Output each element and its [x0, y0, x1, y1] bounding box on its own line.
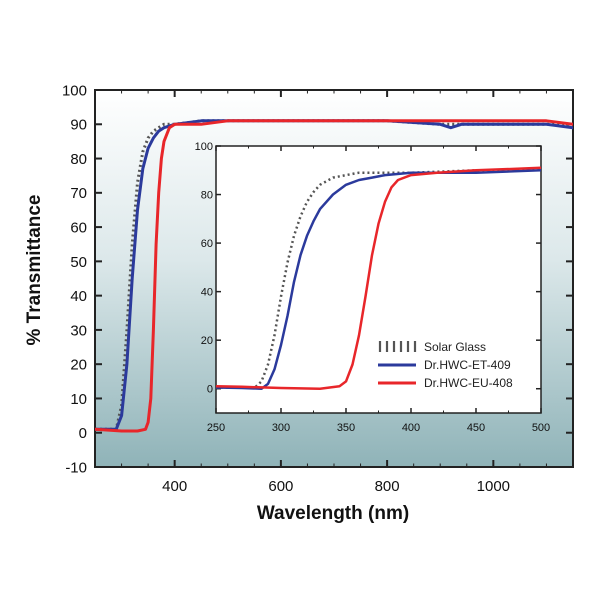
- inset-series-line-1: [216, 169, 541, 390]
- main-y-tick-label: 40: [70, 288, 87, 305]
- main-y-tick-label: 30: [70, 322, 87, 339]
- inset-series-line-0: [216, 169, 541, 389]
- main-y-tick-label: 60: [70, 219, 87, 236]
- main-y-tick-label: 20: [70, 357, 87, 374]
- legend-swatch-solar-glass: [378, 341, 417, 352]
- main-y-tick-label: 0: [79, 425, 87, 442]
- main-ticks: [94, 89, 574, 468]
- main-y-tick-label: 50: [70, 254, 87, 271]
- inset-ticks: [215, 145, 542, 413]
- x-axis-title: Wavelength (nm): [257, 503, 409, 524]
- main-x-tick-label: 600: [268, 478, 293, 495]
- inset-x-tick-label: 350: [337, 422, 355, 434]
- inset-series: [216, 166, 541, 390]
- main-series-line-2: [95, 119, 573, 433]
- main-y-tick-label: 90: [70, 117, 87, 134]
- inset-y-tick-label: 100: [195, 141, 213, 153]
- inset-y-tick-label: 80: [201, 190, 213, 202]
- inset-plot-area: [215, 145, 542, 414]
- y-axis-title: % Transmittance: [24, 195, 45, 346]
- main-y-tick-label: 80: [70, 151, 87, 168]
- legend-label-eu-408: Dr.HWC-EU-408: [424, 376, 513, 390]
- main-x-tick-label: 1000: [477, 478, 510, 495]
- legend: Solar Glass Dr.HWC-ET-409 Dr.HWC-EU-408: [378, 340, 513, 390]
- main-y-tick-label: 100: [62, 82, 87, 99]
- main-y-tick-label: 10: [70, 391, 87, 408]
- inset-y-tick-label: 0: [207, 384, 213, 396]
- inset-x-tick-label: 400: [402, 422, 420, 434]
- main-y-tick-label: 70: [70, 185, 87, 202]
- inset-series-line-2: [216, 166, 541, 390]
- legend-label-solar-glass: Solar Glass: [424, 340, 486, 354]
- main-x-tick-label: 800: [375, 478, 400, 495]
- inset-tick-labels: 0 20 40 60 80 100 250 300 350 400 450 500: [195, 141, 551, 434]
- inset-y-tick-label: 60: [201, 238, 213, 250]
- inset-y-tick-label: 40: [201, 287, 213, 299]
- main-series: [95, 119, 573, 433]
- inset-x-tick-label: 450: [467, 422, 485, 434]
- inset-x-tick-label: 300: [272, 422, 290, 434]
- inset-x-tick-label: 500: [532, 422, 550, 434]
- legend-label-et-409: Dr.HWC-ET-409: [424, 358, 511, 372]
- inset-y-tick-label: 20: [201, 335, 213, 347]
- main-x-tick-label: 400: [162, 478, 187, 495]
- main-y-tick-label: -10: [65, 459, 87, 476]
- inset-x-tick-label: 250: [207, 422, 225, 434]
